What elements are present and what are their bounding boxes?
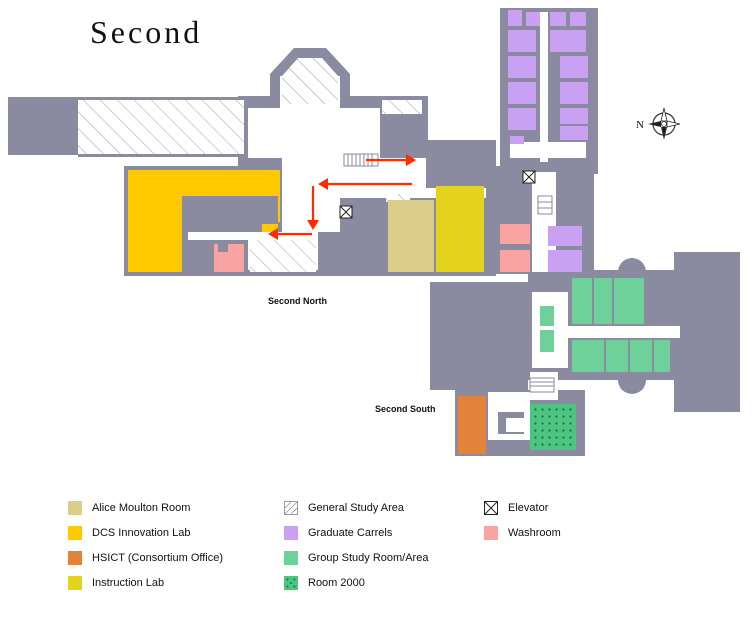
washroom-east-2 — [500, 250, 530, 272]
legend-label: DCS Innovation Lab — [92, 527, 191, 539]
corridors — [188, 12, 680, 440]
floor-plan-map: N — [8, 8, 740, 456]
dcs-lab-inner — [248, 196, 278, 222]
room-2000-swatch — [284, 576, 298, 590]
area-label-second-north: Second North — [268, 296, 328, 306]
graduate-carrels-swatch — [284, 526, 298, 540]
graduate-carrels — [508, 10, 588, 272]
group-study-swatch — [284, 551, 298, 565]
legend-label: HSICT (Consortium Office) — [92, 552, 224, 564]
compass-rose-icon — [648, 107, 681, 140]
instruction-lab — [436, 186, 484, 272]
elevator-icon — [484, 501, 498, 515]
legend-label: Room 2000 — [308, 577, 365, 589]
legend-label: Washroom — [508, 527, 561, 539]
floor-title: Second — [90, 14, 203, 50]
legend-label: Group Study Room/Area — [308, 552, 429, 564]
building-footprint — [8, 8, 740, 456]
hsict-office — [458, 396, 486, 454]
dcs-lab-swatch — [68, 526, 82, 540]
legend-label: Elevator — [508, 502, 549, 514]
legend-label: General Study Area — [308, 502, 405, 514]
area-label-second-south: Second South — [375, 404, 436, 414]
room-2000 — [530, 404, 576, 450]
washroom-east-1 — [500, 224, 530, 244]
legend-label: Alice Moulton Room — [92, 502, 191, 514]
hsict-swatch — [68, 551, 82, 565]
group-study-rooms — [540, 278, 670, 372]
elevator-icon — [339, 170, 536, 219]
legend-label: Graduate Carrels — [308, 527, 393, 539]
legend-label: Instruction Lab — [92, 577, 165, 589]
route-arrows — [268, 154, 416, 240]
washroom-swatch — [484, 526, 498, 540]
alice-moulton-swatch — [68, 501, 82, 515]
compass-north-label: N — [636, 119, 644, 131]
general-study-areas — [78, 58, 422, 272]
instruction-lab-swatch — [68, 576, 82, 590]
general-study-swatch — [284, 501, 298, 515]
alice-moulton-room — [388, 200, 434, 272]
dcs-innovation-lab — [128, 170, 280, 272]
